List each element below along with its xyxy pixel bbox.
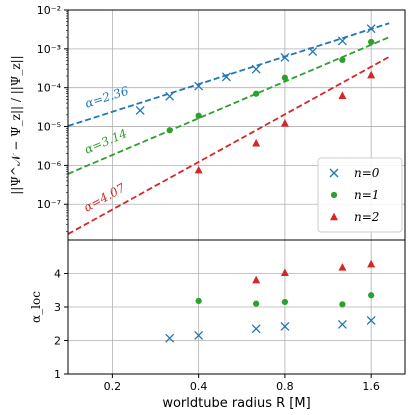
axis-ticks: 10⁻⁷ 10⁻⁶ 10⁻⁵ 10⁻⁴ 10⁻³ 10⁻² 1 2 3 4 0.2 0.4 0.8 1.6 bbox=[37, 4, 380, 393]
bottom-point-0-2-b bbox=[251, 324, 261, 334]
legend-box bbox=[317, 157, 403, 233]
top-point-0-6-b bbox=[308, 47, 318, 57]
bottom-point-0-3 bbox=[280, 321, 290, 331]
top-point-0-5 bbox=[280, 53, 290, 62]
top-point-0-0 bbox=[135, 105, 145, 115]
legend-marker-1 bbox=[330, 191, 338, 199]
top-point-0-3-b bbox=[221, 72, 231, 82]
y-tick-label: 4 bbox=[54, 268, 61, 281]
top-point-1-3 bbox=[281, 74, 289, 81]
legend-marker-0-b bbox=[329, 168, 339, 178]
axis-labels: ||Ψ^𝒩 − Ψ_z|| / ||Ψ_z|| α_loc worldtube ra… bbox=[9, 55, 311, 411]
y-tick-label: 2 bbox=[54, 335, 61, 348]
y-tick-label: 1 bbox=[54, 368, 61, 381]
y-tick-label: 10⁻² bbox=[37, 4, 61, 17]
x-tick-label: 0.8 bbox=[276, 380, 294, 393]
y-tick-label: 3 bbox=[54, 301, 61, 314]
top-point-2-1 bbox=[252, 138, 261, 147]
x-tick-label: 1.6 bbox=[362, 380, 380, 393]
bottom-point-0-1 bbox=[194, 331, 204, 340]
top-point-0-2 bbox=[194, 81, 204, 91]
top-point-0-8-b bbox=[366, 24, 376, 34]
x-tick-label: 0.2 bbox=[104, 380, 122, 393]
bottom-point-1-2 bbox=[281, 298, 289, 306]
bottom-point-1-1 bbox=[253, 300, 260, 307]
top-point-2-0 bbox=[194, 165, 203, 174]
bottom-point-0-5 bbox=[366, 315, 376, 325]
top-point-1-0 bbox=[166, 127, 173, 134]
top-point-0-7 bbox=[337, 36, 347, 46]
top-point-0-0-b bbox=[135, 105, 145, 115]
top-point-1-2 bbox=[253, 90, 260, 97]
bottom-point-0-3-b bbox=[280, 321, 290, 331]
bottom-point-0-0-b bbox=[165, 333, 175, 343]
top-panel-markers bbox=[135, 24, 376, 174]
fit-line-2 bbox=[67, 56, 390, 235]
top-point-1-4 bbox=[339, 56, 346, 63]
top-panel-grid bbox=[68, 10, 405, 240]
bottom-y-axis-label: α_loc bbox=[29, 291, 43, 323]
top-point-2-4 bbox=[367, 70, 376, 79]
legend-marker-2 bbox=[330, 212, 338, 221]
bottom-point-2-2 bbox=[338, 263, 347, 271]
bottom-point-2-0 bbox=[252, 275, 261, 284]
legend: n=0 n=1 n=2 bbox=[317, 157, 403, 233]
legend-marker-0 bbox=[329, 168, 339, 178]
top-point-1-1 bbox=[195, 112, 202, 119]
top-point-0-1-b bbox=[165, 91, 175, 101]
top-point-0-4 bbox=[251, 64, 261, 74]
y-tick-label: 10⁻⁵ bbox=[37, 121, 61, 134]
bottom-panel-markers bbox=[165, 259, 376, 343]
bottom-point-2-3 bbox=[367, 259, 376, 268]
fit-line-1 bbox=[67, 36, 390, 175]
legend-label-2: n=2 bbox=[354, 210, 379, 224]
top-point-2-2 bbox=[280, 119, 289, 127]
legend-label-1: n=1 bbox=[354, 188, 379, 202]
y-tick-label: 10⁻⁶ bbox=[37, 159, 62, 172]
top-point-0-6 bbox=[308, 47, 318, 57]
y-tick-label: 10⁻⁴ bbox=[37, 82, 62, 95]
fit-label-2: α=4.07 bbox=[81, 181, 127, 215]
top-point-0-3 bbox=[221, 72, 231, 82]
fit-label-1: α=3.14 bbox=[82, 126, 129, 156]
bottom-point-0-4-b bbox=[337, 319, 347, 329]
legend-label-0: n=0 bbox=[354, 166, 380, 180]
top-point-0-7-b bbox=[337, 36, 347, 46]
bottom-point-0-4 bbox=[337, 319, 347, 329]
x-tick-label: 0.4 bbox=[190, 380, 208, 393]
fit-line-0 bbox=[67, 22, 390, 127]
top-point-0-1 bbox=[165, 91, 175, 101]
y-tick-label: 10⁻³ bbox=[37, 43, 61, 56]
bottom-point-0-5-b bbox=[366, 315, 376, 325]
y-tick-label: 10⁻⁷ bbox=[37, 198, 61, 211]
bottom-point-1-0 bbox=[195, 297, 202, 305]
top-point-0-2-b bbox=[194, 81, 204, 91]
bottom-panel-grid bbox=[68, 240, 405, 374]
bottom-point-1-4 bbox=[368, 292, 375, 299]
top-point-1-5 bbox=[368, 38, 375, 46]
bottom-point-0-0 bbox=[165, 333, 175, 343]
x-axis-label: worldtube radius R [M] bbox=[162, 396, 310, 411]
bottom-point-0-2 bbox=[251, 324, 261, 334]
bottom-point-2-1 bbox=[280, 268, 289, 277]
top-y-axis-label: ||Ψ^𝒩 − Ψ_z|| / ||Ψ_z|| bbox=[9, 55, 23, 194]
top-point-2-3 bbox=[338, 91, 347, 99]
bottom-point-1-3 bbox=[339, 301, 346, 308]
top-point-0-5-b bbox=[280, 53, 290, 62]
bottom-point-0-1-b bbox=[194, 331, 204, 340]
top-point-0-4-b bbox=[251, 64, 261, 74]
top-point-0-8 bbox=[366, 24, 376, 34]
